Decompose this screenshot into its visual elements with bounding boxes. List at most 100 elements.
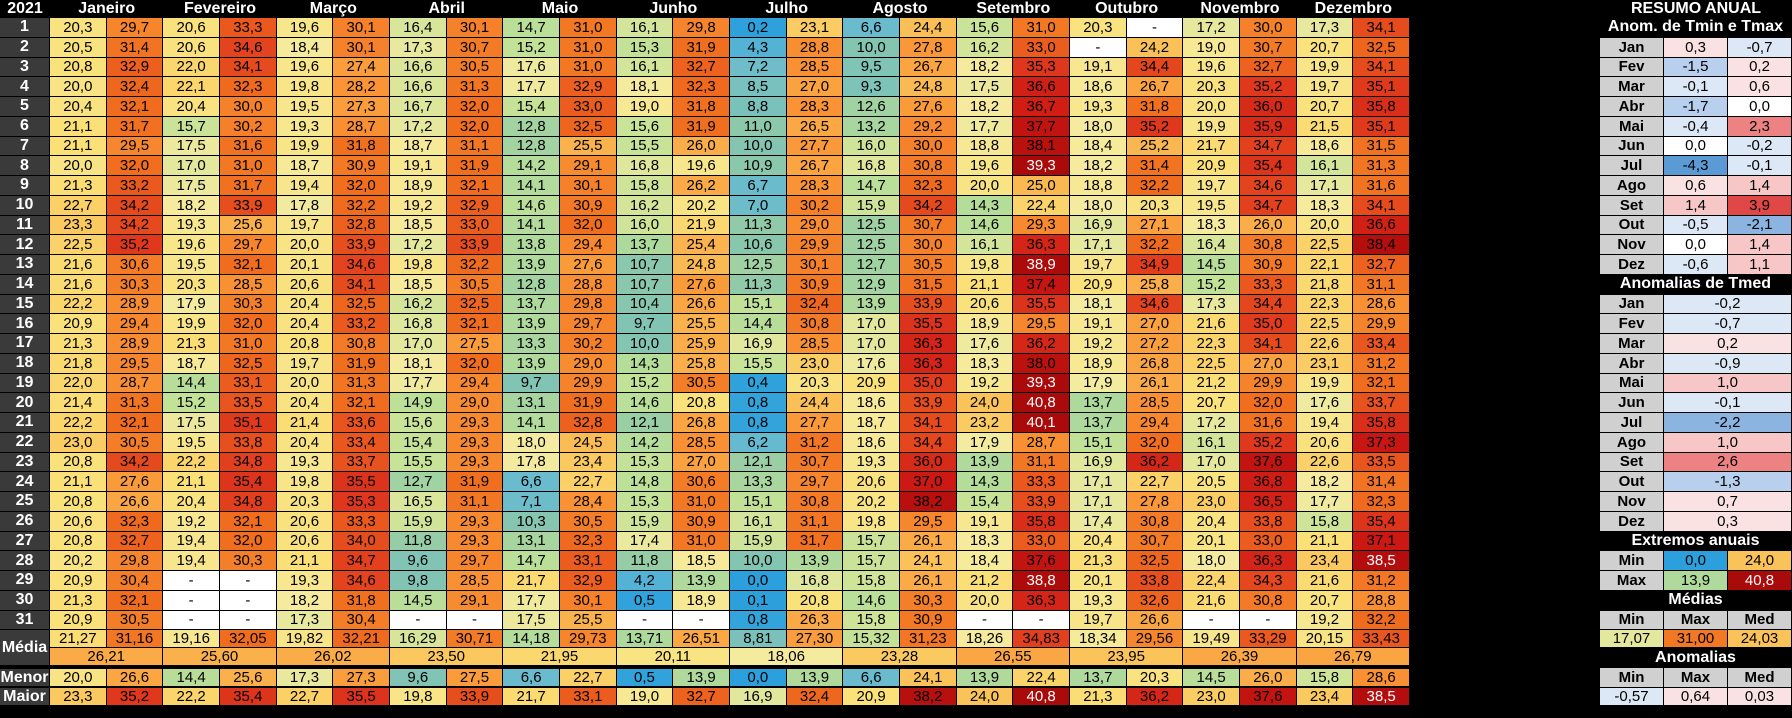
tmin-cell: 9,5 [843, 57, 900, 78]
tmin-cell: 17,1 [1070, 492, 1127, 512]
tmax-cell: 29,1 [446, 590, 504, 611]
tmin-cell: 22,5 [1296, 235, 1354, 255]
tmax-cell: 20,8 [786, 590, 844, 611]
tmax-cell: 31,7 [220, 176, 277, 196]
tmin-cell: 20,7 [1296, 37, 1354, 58]
tmax-cell: 29,5 [106, 353, 164, 374]
anom-med-cell: 1,0 [1664, 432, 1792, 453]
tmin-cell: 21,8 [50, 353, 107, 374]
tmin-cell: 20,4 [1070, 531, 1127, 552]
tmin-cell: 19,9 [1296, 57, 1354, 78]
tmax-cell: 29,8 [106, 551, 164, 571]
menor-label: Menor [0, 669, 50, 688]
tmax-cell: 37,3 [1353, 432, 1410, 453]
tmax-cell: 27,6 [106, 472, 164, 492]
tmax-cell: 28,8 [786, 37, 844, 58]
tmax-cell: 36,5 [1240, 492, 1297, 512]
menor-tmax: 13,9 [786, 669, 844, 688]
media-tmax: 34,83 [1013, 630, 1070, 649]
tmax-cell: 33,0 [1240, 531, 1297, 552]
tmin-cell: 22,3 [1183, 334, 1240, 354]
tmax-cell: 29,3 [446, 432, 504, 453]
day-label: 24 [0, 472, 50, 492]
tmax-cell: 28,5 [446, 571, 504, 591]
tmax-cell: 30,2 [560, 334, 617, 354]
tmax-cell: 34,6 [1126, 294, 1184, 315]
tmin-cell: 13,3 [730, 472, 787, 492]
tmin-cell: 19,5 [1183, 195, 1240, 216]
tmax-cell: 32,0 [106, 156, 164, 176]
tmax-cell: 29,9 [786, 235, 844, 255]
tmax-cell: 27,6 [673, 274, 730, 295]
month-header: Maio [503, 0, 617, 18]
tmin-cell: 16,5 [390, 492, 447, 512]
tmin-cell: - [390, 610, 447, 631]
tmin-cell: 16,9 [1070, 452, 1127, 473]
tmax-cell: 30,7 [786, 452, 844, 473]
tmax-cell: 13,9 [786, 551, 844, 571]
media-mean: 23,50 [390, 648, 504, 667]
anom-minmax-title: Anom. de Tmin e Tmax [1600, 18, 1792, 38]
anom-med-cell: 0,7 [1664, 492, 1792, 512]
month-header: Novembro [1183, 0, 1297, 18]
tmin-cell: 18,5 [390, 274, 447, 295]
tmin-cell: 17,5 [163, 176, 220, 196]
tmin-cell: 15,2 [503, 37, 560, 58]
tmin-cell: 15,5 [390, 452, 447, 473]
tmax-cell: 38,0 [1013, 353, 1070, 374]
month-label: Jul [1600, 413, 1664, 433]
tmin-cell: 17,1 [1070, 472, 1127, 492]
tmax-cell: 30,5 [560, 511, 617, 532]
tmax-cell: - [220, 610, 277, 631]
day-label: 31 [0, 610, 50, 631]
month-label: Jun [1600, 136, 1664, 157]
tmin-cell: 17,7 [390, 373, 447, 394]
tmin-cell: 19,4 [1296, 413, 1354, 433]
day-label: 7 [0, 136, 50, 157]
tmin-cell: 17,1 [1296, 176, 1354, 196]
medias-title: Médias [1600, 590, 1792, 611]
month-label: Mar [1600, 77, 1664, 97]
tmax-cell: 28,3 [786, 97, 844, 117]
tmax-cell: 31,0 [560, 57, 617, 78]
tmax-cell: 31,4 [106, 37, 164, 58]
tmin-cell: 15,7 [163, 116, 220, 137]
tmax-cell: 24,4 [900, 18, 957, 38]
tmin-cell: 18,7 [843, 413, 900, 433]
tmax-cell: 32,1 [220, 255, 277, 275]
tmax-cell: 36,3 [900, 353, 957, 374]
anomalias-header: Med [1728, 668, 1792, 688]
tmin-cell: 18,2 [276, 590, 334, 611]
month-label: Nov [1600, 492, 1664, 512]
tmin-cell: 20,0 [276, 373, 334, 394]
tmin-cell: 20,6 [276, 274, 334, 295]
tmax-cell: 30,1 [786, 255, 844, 275]
tmax-cell: 32,5 [333, 294, 390, 315]
menor-tmin: 6,6 [843, 669, 900, 688]
tmax-cell: 32,0 [446, 116, 504, 137]
tmin-cell: 22,1 [1296, 255, 1354, 275]
tmin-cell: 18,5 [390, 215, 447, 236]
tmin-cell: 19,3 [276, 452, 334, 473]
maior-tmax: 35,2 [106, 688, 164, 707]
extremo-b: 24,0 [1728, 551, 1792, 571]
tmax-cell: 27,1 [1126, 215, 1184, 236]
maior-tmin: 22,2 [163, 688, 220, 707]
day-label: 29 [0, 571, 50, 591]
tmin-cell: 20,9 [1070, 274, 1127, 295]
tmax-cell: 30,9 [1240, 255, 1297, 275]
media-tmin: 14,18 [503, 630, 560, 649]
tmax-cell: 33,9 [1013, 492, 1070, 512]
tmax-cell: 27,8 [1126, 492, 1184, 512]
tmin-cell: 18,6 [843, 432, 900, 453]
tmin-cell: 16,1 [616, 18, 674, 38]
tmax-cell: 33,3 [333, 511, 390, 532]
tmax-cell: 29,7 [106, 18, 164, 38]
tmin-cell: 20,6 [843, 472, 900, 492]
tmin-cell: 15,3 [616, 452, 674, 473]
tmax-cell: 32,0 [220, 314, 277, 334]
tmax-cell: 30,3 [220, 551, 277, 571]
medias-value: 17,07 [1600, 630, 1664, 649]
tmin-cell: 16,1 [730, 511, 787, 532]
tmax-cell: 31,6 [1353, 176, 1410, 196]
